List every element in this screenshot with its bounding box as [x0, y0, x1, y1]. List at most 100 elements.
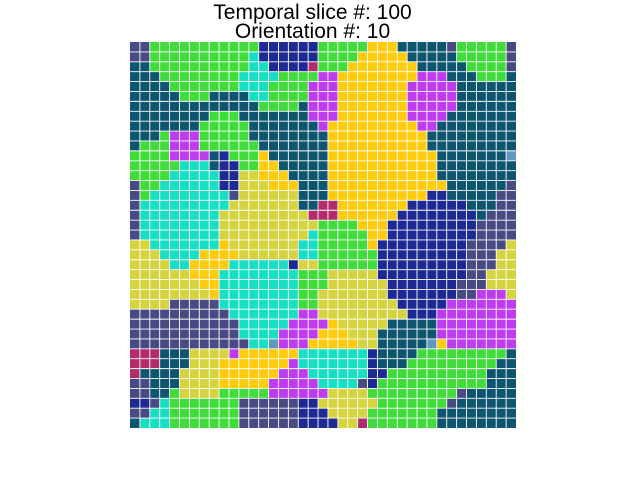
- heatmap-cell: [397, 388, 408, 399]
- heatmap-cell: [486, 358, 497, 369]
- heatmap-cell: [357, 150, 368, 161]
- heatmap-cell: [149, 140, 160, 151]
- heatmap-cell: [357, 160, 368, 171]
- heatmap-cell: [476, 91, 487, 102]
- heatmap-cell: [209, 170, 220, 181]
- heatmap-cell: [318, 140, 328, 151]
- heatmap-cell: [357, 329, 368, 339]
- heatmap-cell: [228, 121, 239, 132]
- heatmap-cell: [436, 160, 447, 171]
- heatmap-cell: [288, 378, 299, 389]
- heatmap-cell: [278, 239, 289, 250]
- heatmap-cell: [209, 269, 220, 280]
- heatmap-cell: [387, 230, 398, 240]
- heatmap-cell: [209, 150, 220, 161]
- heatmap-cell: [308, 131, 319, 142]
- heatmap-cell: [426, 249, 437, 260]
- heatmap-cell: [426, 61, 437, 72]
- heatmap-cell: [248, 150, 259, 161]
- heatmap-cell: [417, 319, 427, 330]
- heatmap-cell: [130, 150, 140, 161]
- heatmap-cell: [149, 170, 160, 181]
- heatmap-cell: [199, 358, 210, 369]
- heatmap-cell: [248, 239, 259, 250]
- heatmap-cell: [219, 408, 230, 419]
- heatmap-cell: [139, 418, 150, 428]
- heatmap-cell: [130, 269, 140, 280]
- heatmap-cell: [347, 160, 358, 171]
- heatmap-cell: [159, 309, 170, 320]
- heatmap-cell: [377, 140, 388, 151]
- heatmap-cell: [327, 91, 338, 102]
- heatmap-cell: [446, 111, 457, 122]
- heatmap-cell: [367, 190, 378, 201]
- heatmap-cell: [219, 388, 230, 399]
- heatmap-cell: [308, 329, 319, 339]
- heatmap-cell: [446, 81, 457, 92]
- heatmap-cell: [248, 71, 259, 82]
- heatmap-cell: [209, 160, 220, 171]
- heatmap-cell: [486, 61, 497, 72]
- heatmap-cell: [327, 230, 338, 240]
- heatmap-cell: [288, 358, 299, 369]
- heatmap-cell: [199, 319, 210, 330]
- heatmap-cell: [179, 279, 190, 290]
- heatmap-cell: [258, 299, 269, 310]
- heatmap-cell: [407, 289, 418, 300]
- heatmap-cell: [130, 398, 140, 409]
- heatmap-cell: [436, 121, 447, 132]
- heatmap-cell: [387, 220, 398, 231]
- heatmap-cell: [179, 101, 190, 112]
- heatmap-cell: [407, 61, 418, 72]
- heatmap-cell: [407, 358, 418, 369]
- heatmap-cell: [130, 111, 140, 122]
- heatmap-cell: [456, 91, 467, 102]
- heatmap-cell: [308, 289, 319, 300]
- heatmap-cell: [446, 289, 457, 300]
- heatmap-cell: [298, 309, 309, 320]
- heatmap-cell: [278, 200, 289, 211]
- heatmap-cell: [327, 398, 338, 409]
- heatmap-cell: [179, 140, 190, 151]
- grain-map-heatmap: [130, 42, 516, 428]
- heatmap-cell: [139, 91, 150, 102]
- heatmap-cell: [288, 338, 299, 349]
- heatmap-cell: [337, 170, 348, 181]
- heatmap-cell: [347, 200, 358, 211]
- heatmap-cell: [189, 388, 200, 399]
- heatmap-cell: [288, 329, 299, 339]
- heatmap-cell: [209, 259, 220, 270]
- heatmap-cell: [199, 388, 210, 399]
- heatmap-cell: [357, 279, 368, 290]
- heatmap-cell: [377, 131, 388, 142]
- heatmap-cell: [377, 210, 388, 221]
- heatmap-cell: [219, 239, 230, 250]
- heatmap-cell: [228, 398, 239, 409]
- heatmap-cell: [130, 121, 140, 132]
- heatmap-cell: [456, 398, 467, 409]
- heatmap-cell: [179, 170, 190, 181]
- heatmap-cell: [219, 140, 230, 151]
- heatmap-cell: [337, 398, 348, 409]
- heatmap-cell: [248, 249, 259, 260]
- heatmap-cell: [130, 71, 140, 82]
- heatmap-cell: [258, 358, 269, 369]
- heatmap-cell: [308, 230, 319, 240]
- heatmap-cell: [496, 121, 507, 132]
- heatmap-cell: [238, 170, 249, 181]
- heatmap-cell: [397, 418, 408, 428]
- heatmap-cell: [169, 180, 180, 191]
- heatmap-cell: [318, 190, 328, 201]
- heatmap-cell: [238, 319, 249, 330]
- heatmap-cell: [347, 111, 358, 122]
- heatmap-cell: [149, 91, 160, 102]
- heatmap-cell: [397, 91, 408, 102]
- heatmap-cell: [476, 121, 487, 132]
- heatmap-cell: [139, 190, 150, 201]
- heatmap-cell: [436, 81, 447, 92]
- heatmap-cell: [268, 319, 279, 330]
- heatmap-cell: [209, 42, 220, 52]
- heatmap-cell: [228, 309, 239, 320]
- heatmap-cell: [456, 140, 467, 151]
- heatmap-cell: [139, 51, 150, 62]
